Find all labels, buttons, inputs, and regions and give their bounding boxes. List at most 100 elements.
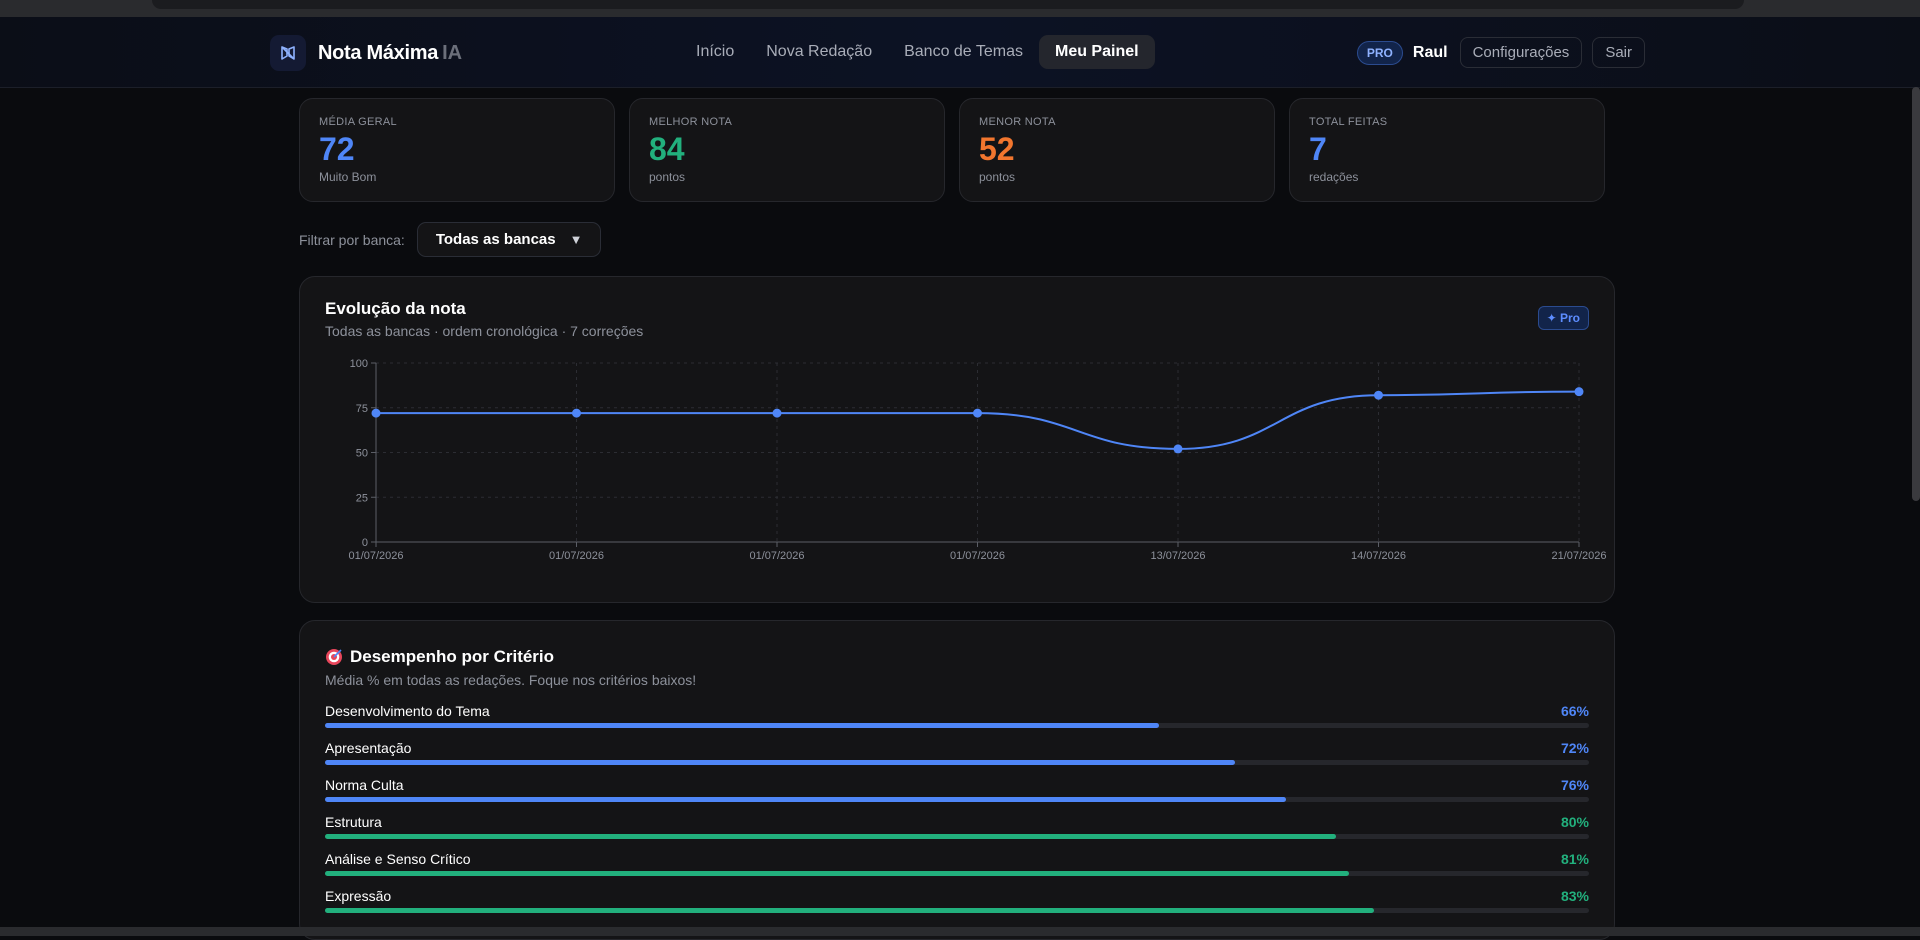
book-icon: [270, 35, 306, 71]
stat-sub: pontos: [649, 170, 686, 184]
data-point: [973, 408, 982, 418]
x-tick-label: 14/07/2026: [1351, 550, 1406, 562]
x-tick-label: 13/07/2026: [1150, 550, 1205, 562]
x-tick-label: 01/07/2026: [749, 550, 804, 562]
criteria-bar-track: [325, 834, 1589, 839]
criteria-row: Apresentação 72%: [325, 740, 1589, 777]
criteria-bar-fill: [325, 871, 1349, 876]
criteria-title-row: Desempenho por Critério: [325, 647, 554, 667]
criteria-percent: 80%: [1560, 814, 1589, 830]
stat-card-menor-nota: MENOR NOTA 52 pontos: [959, 98, 1275, 202]
y-tick-label: 0: [362, 537, 368, 549]
criteria-title: Desempenho por Critério: [350, 647, 555, 666]
criteria-list: Desenvolvimento do Tema 66% Apresentação…: [325, 703, 1589, 925]
criteria-row: Estrutura 80%: [325, 814, 1589, 851]
stat-label: MÉDIA GERAL: [319, 116, 397, 128]
criteria-row: Expressão 83%: [325, 888, 1589, 925]
stats-row: MÉDIA GERAL 72 Muito Bom MELHOR NOTA 84 …: [299, 98, 1605, 202]
criteria-bar-track: [325, 908, 1589, 913]
criteria-percent: 72%: [1560, 740, 1589, 756]
criteria-percent: 66%: [1560, 703, 1589, 719]
x-tick-label: 01/07/2026: [348, 550, 403, 562]
user-area: PRO Raul Configurações Sair: [1356, 37, 1645, 68]
y-tick-label: 50: [356, 448, 368, 460]
pro-chip[interactable]: ✦ Pro: [1537, 306, 1589, 330]
x-tick-label: 21/07/2026: [1551, 550, 1606, 562]
stat-value: 72: [319, 131, 355, 167]
nav-link-meu-painel[interactable]: Meu Painel: [1038, 35, 1155, 69]
filter-label: Filtrar por banca:: [299, 231, 405, 248]
page-scrollbar[interactable]: [1912, 87, 1920, 501]
criteria-percent: 76%: [1560, 777, 1589, 793]
stat-value: 84: [649, 131, 685, 167]
brand-name: Nota Máxima: [318, 41, 439, 64]
criteria-name: Expressão: [325, 888, 392, 904]
stat-label: MENOR NOTA: [979, 116, 1056, 128]
criteria-subtitle: Média % em todas as redações. Foque nos …: [325, 672, 697, 688]
data-point: [1574, 387, 1584, 397]
nav-link-nova-redacao[interactable]: Nova Redação: [766, 43, 873, 60]
y-tick-label: 100: [350, 358, 368, 370]
browser-top-bar: [0, 0, 1920, 17]
criteria-card: Desempenho por Critério Média % em todas…: [299, 620, 1615, 940]
chart-title: Evolução da nota: [325, 299, 466, 318]
data-point: [572, 408, 581, 418]
stat-sub: redações: [1309, 170, 1359, 184]
x-tick-label: 01/07/2026: [549, 550, 604, 562]
caret-down-icon: ▼: [569, 232, 583, 247]
criteria-bar-track: [325, 871, 1589, 876]
data-point: [1173, 444, 1183, 454]
criteria-name: Apresentação: [325, 740, 412, 756]
brand[interactable]: Nota Máxima IA: [270, 35, 462, 71]
main-nav: Início Nova Redação Banco de Temas Meu P…: [680, 35, 1155, 69]
stat-sub: pontos: [979, 170, 1016, 184]
stat-card-media-geral: MÉDIA GERAL 72 Muito Bom: [299, 98, 615, 202]
criteria-bar-track: [325, 723, 1589, 728]
nav-link-banco-de-temas[interactable]: Banco de Temas: [904, 43, 1023, 60]
criteria-row: Análise e Senso Crítico 81%: [325, 851, 1589, 888]
stat-label: MELHOR NOTA: [649, 116, 733, 128]
browser-url-bar[interactable]: [152, 0, 1744, 9]
criteria-name: Estrutura: [325, 814, 382, 830]
stat-sub: Muito Bom: [319, 170, 377, 184]
y-tick-label: 25: [356, 492, 368, 504]
pro-badge: PRO: [1356, 40, 1403, 65]
criteria-bar-fill: [325, 908, 1375, 913]
evolution-line-chart: 0 25 50 75 100 01/07/2026 01/07/2026 01/07/2026…: [348, 358, 1606, 562]
x-tick-label: 01/07/2026: [950, 550, 1005, 562]
criteria-bar-track: [325, 797, 1589, 802]
logout-button[interactable]: Sair: [1592, 37, 1645, 68]
criteria-name: Norma Culta: [325, 777, 404, 793]
user-name: Raul: [1412, 43, 1448, 61]
y-tick-label: 75: [356, 403, 368, 415]
criteria-percent: 83%: [1560, 888, 1589, 904]
settings-button[interactable]: Configurações: [1459, 37, 1583, 68]
criteria-percent: 81%: [1560, 851, 1589, 867]
criteria-bar-track: [325, 760, 1589, 765]
nav-link-inicio[interactable]: Início: [696, 43, 735, 60]
criteria-row: Norma Culta 76%: [325, 777, 1589, 814]
banca-filter: Filtrar por banca: Todas as bancas ▼: [299, 222, 602, 257]
browser-bottom-bar: [0, 927, 1920, 936]
stat-card-melhor-nota: MELHOR NOTA 84 pontos: [629, 98, 945, 202]
stat-label: TOTAL FEITAS: [1309, 116, 1388, 128]
data-point: [1374, 390, 1383, 400]
stat-value: 52: [979, 131, 1015, 167]
data-point: [772, 408, 782, 418]
criteria-bar-fill: [325, 797, 1286, 802]
criteria-name: Análise e Senso Crítico: [325, 851, 471, 867]
stat-value: 7: [1309, 131, 1327, 167]
banca-select-value: Todas as bancas: [435, 231, 556, 248]
brand-suffix: IA: [442, 41, 463, 64]
target-icon: [326, 649, 342, 665]
stat-card-total-feitas: TOTAL FEITAS 7 redações: [1289, 98, 1605, 202]
chart-subtitle: Todas as bancas · ordem cronológica · 7 …: [325, 323, 644, 339]
criteria-bar-fill: [325, 760, 1236, 765]
criteria-name: Desenvolvimento do Tema: [325, 703, 490, 719]
criteria-bar-fill: [325, 834, 1337, 839]
banca-select[interactable]: Todas as bancas ▼: [416, 222, 602, 257]
evolution-chart-card: Evolução da nota Todas as bancas · ordem…: [299, 276, 1615, 603]
criteria-bar-fill: [325, 723, 1160, 728]
top-navbar: Nota Máxima IA Início Nova Redação Banco …: [0, 17, 1920, 88]
data-point: [371, 408, 381, 418]
